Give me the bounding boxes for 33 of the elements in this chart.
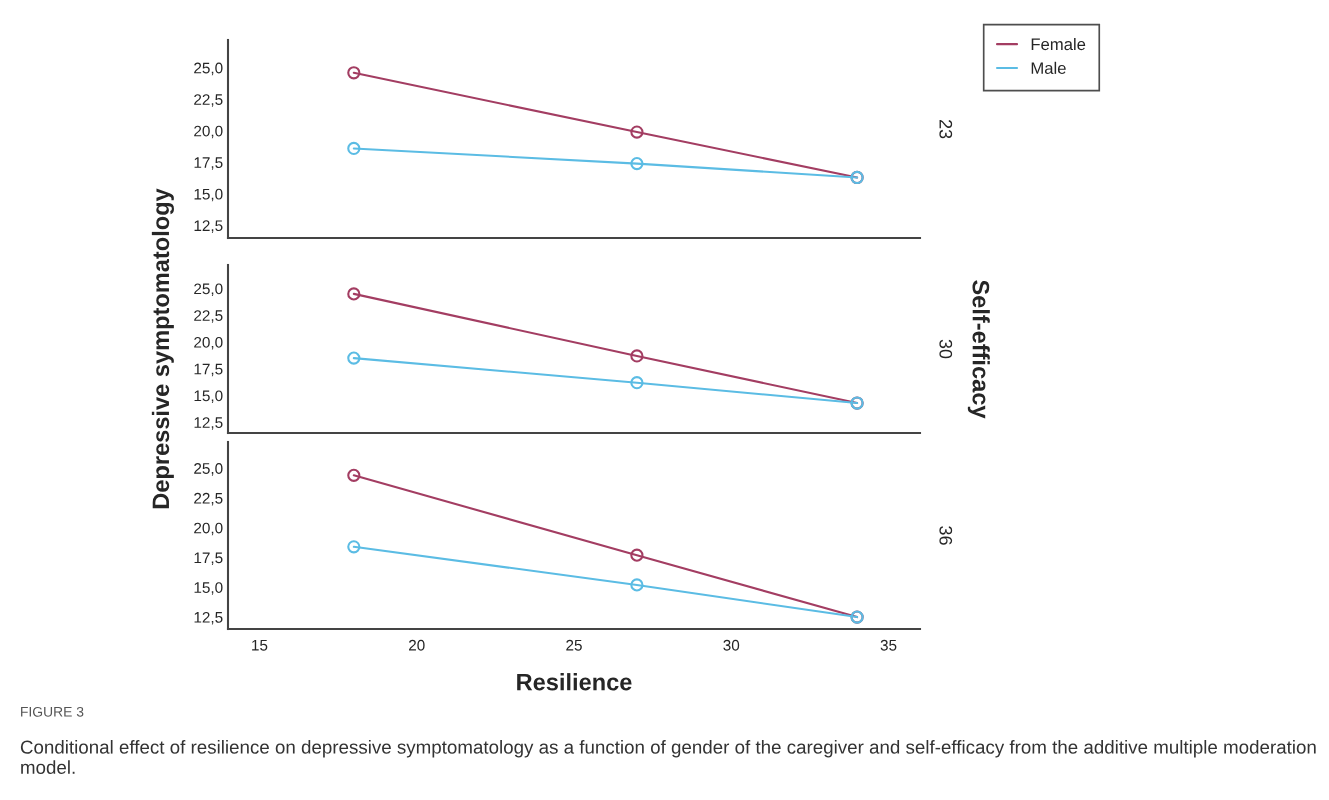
y-tick-label: 20,0 (194, 125, 223, 139)
y-tick-label: 22,5 (194, 492, 223, 506)
text: Conditional effect of resilience on depressive symptomatology as a function of gender of the caregiver and self-efficacy from the additive multiple moderation model. (20, 740, 1316, 774)
text: 30 (939, 339, 953, 359)
y-tick-label: 25,0 (194, 283, 223, 297)
y-tick-label: 15,0 (194, 582, 223, 595)
y-tick-label: 17,5 (194, 552, 223, 566)
x-tick-label: 20 (409, 639, 425, 651)
y-tick-label: 17,5 (194, 363, 223, 377)
x-axis-title: Resilience (517, 673, 632, 691)
x-tick-label: 30 (723, 639, 740, 651)
y-tick-label: 22,5 (194, 310, 223, 323)
y-tick-label: 12,5 (194, 417, 223, 430)
y-tick-label: 12,5 (194, 220, 223, 233)
y-tick-label: 20,0 (194, 336, 223, 350)
y-tick-label: 12,5 (194, 611, 223, 625)
x-tick-label: 15 (252, 639, 268, 651)
y-tick-label: 15,0 (194, 390, 223, 404)
legend-label: Female (1031, 37, 1086, 51)
y-tick-label: 22,5 (194, 94, 223, 107)
caption: FIGURE 3 (21, 706, 84, 717)
y-tick-label: 17,5 (194, 157, 223, 170)
x-tick-label: 35 (880, 639, 897, 651)
y-axis-title: Depressive symptomatology (151, 188, 174, 509)
y-tick-label: 20,0 (194, 522, 223, 536)
y2-axis-title: Self-efficacy (967, 280, 990, 419)
legend-label: Male (1031, 61, 1066, 75)
y-tick-label: 15,0 (194, 188, 223, 202)
text: 23 (939, 119, 953, 139)
x-tick-label: 25 (566, 639, 582, 651)
y-tick-label: 25,0 (194, 463, 223, 476)
text: 36 (939, 526, 953, 545)
y-tick-label: 25,0 (194, 62, 223, 76)
